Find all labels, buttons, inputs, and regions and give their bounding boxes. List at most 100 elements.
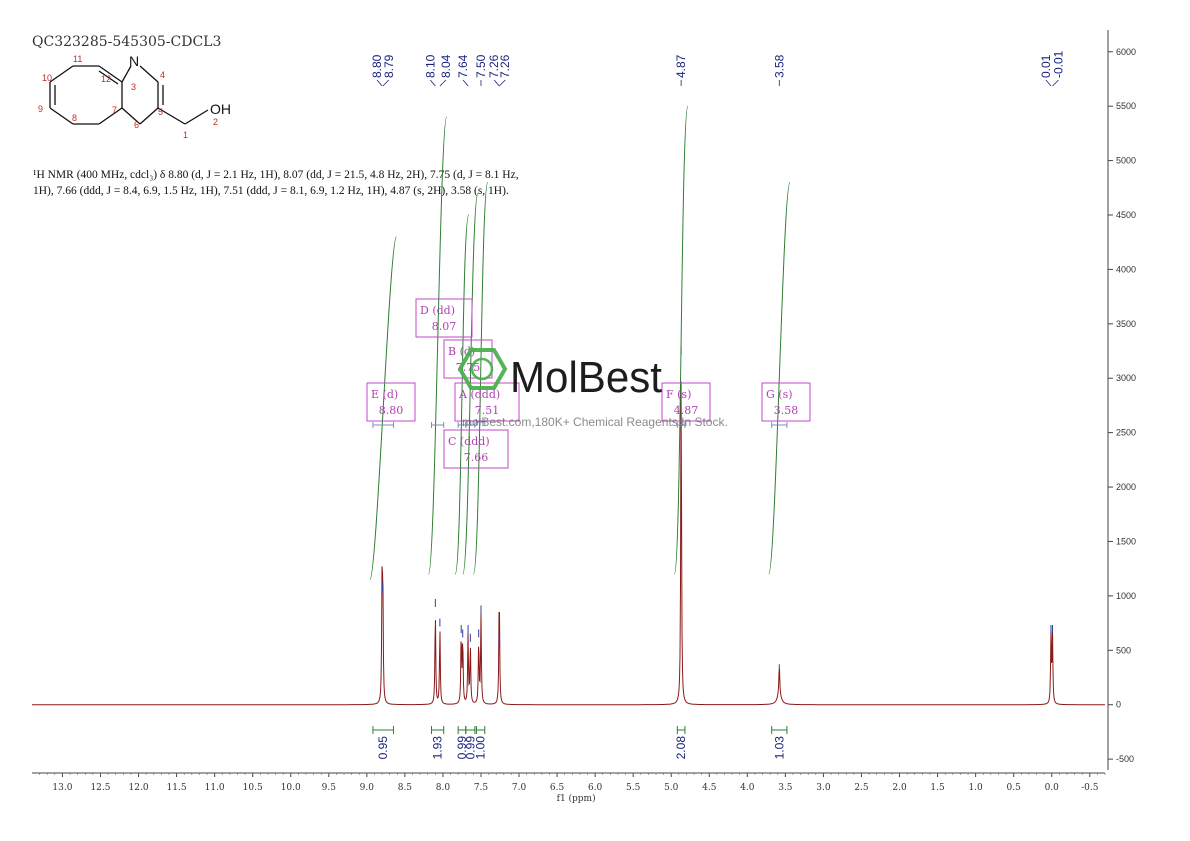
- x-tick-label: 5.0: [664, 783, 679, 793]
- peak-label-leader: [439, 79, 447, 87]
- bond: [157, 107, 186, 125]
- watermark-brand: MolBest: [510, 353, 662, 402]
- x-tick-label: 0.0: [1045, 783, 1060, 793]
- atom-number: 10: [42, 73, 52, 83]
- atom-number: 6: [134, 120, 139, 130]
- peak-label: 8.04: [439, 54, 453, 78]
- y-tick-label: 5000: [1116, 156, 1136, 166]
- peak-label-leader: [430, 79, 436, 87]
- integral-value: 0.99: [455, 736, 469, 760]
- multiplet-box: [443, 429, 509, 469]
- integral-value: 0.95: [376, 736, 390, 760]
- integral-value: 2.08: [674, 736, 688, 760]
- x-tick-label: 12.0: [129, 783, 149, 793]
- watermark-hexagon-icon: [457, 348, 508, 390]
- x-tick-label: 5.5: [626, 783, 641, 793]
- spectrum-line: [32, 381, 1105, 706]
- watermark-tagline: molBest.com,180K+ Chemical Reagents In S…: [462, 415, 728, 429]
- x-tick-label: 11.5: [167, 783, 187, 793]
- integral-curve: [369, 236, 397, 581]
- y-tick-label: 2500: [1116, 428, 1136, 438]
- x-axis-label: f1 (ppm): [557, 793, 596, 804]
- x-tick-label: 3.5: [778, 783, 793, 793]
- bond: [98, 107, 123, 125]
- x-tick-label: 2.5: [854, 783, 869, 793]
- atom-number: 8: [72, 113, 77, 123]
- atom-hydroxyl: OH: [210, 101, 231, 117]
- peak-label: 7.64: [456, 54, 470, 78]
- multiplet-shift: 8.07: [432, 320, 457, 333]
- multiplet-name: C (ddd): [448, 435, 490, 448]
- spectrum-trace: [32, 346, 1105, 706]
- chart-axes: 13.0 12.5 12.0 11.5 11.0 10.5 10.0 9.5 9.0 8.5 8.0…: [32, 30, 1136, 804]
- y-tick-label: 2000: [1116, 482, 1136, 492]
- integral-value: 1.93: [431, 736, 445, 760]
- atom-number: 2: [213, 117, 218, 127]
- x-tick-label: 10.0: [281, 783, 301, 793]
- multiplet-box: [443, 339, 493, 379]
- x-tick-label: 1.0: [968, 783, 983, 793]
- multiplet-name: F (s): [666, 388, 691, 401]
- bond: [49, 65, 74, 83]
- watermark: MolBest molBest.com,180K+ Chemical Reage…: [457, 348, 728, 429]
- watermark-ring-icon: [470, 357, 494, 381]
- multiplet-name: D (dd): [420, 304, 455, 317]
- x-tick-label: 3.0: [816, 783, 831, 793]
- bond: [98, 70, 119, 85]
- peak-label: 3.58: [772, 54, 786, 78]
- y-tick-label: 1500: [1116, 536, 1136, 546]
- peak-label-leader: [382, 79, 390, 87]
- multiplet-box: [661, 382, 711, 422]
- bond: [139, 107, 159, 125]
- multiplet-name: G (s): [766, 388, 793, 401]
- y-tick-label: 1000: [1116, 591, 1136, 601]
- nmr-summary-line-1: ¹H NMR (400 MHz, cdcl₃) δ 8.80 (d, J = 2…: [33, 169, 519, 181]
- x-tick-label: 8.0: [436, 783, 451, 793]
- peak-label: 8.80: [370, 54, 384, 78]
- x-tick-label: 11.0: [205, 783, 225, 793]
- atom-number: 3: [131, 82, 136, 92]
- peak-label: 7.50: [474, 54, 488, 78]
- peak-label: 7.26: [487, 54, 501, 78]
- bond: [121, 65, 132, 83]
- multiplet-name: E (d): [371, 388, 398, 401]
- bond: [139, 65, 159, 83]
- x-tick-label: 6.5: [550, 783, 565, 793]
- peak-label: 4.87: [674, 54, 688, 78]
- integral-layer: 0.95 1.93 0.990.991.00 2.08 1.03: [369, 105, 791, 760]
- sample-id: QC323285-545305-CDCL3: [32, 34, 221, 50]
- atom-number: 9: [38, 104, 43, 114]
- multiplet-box: [366, 382, 416, 422]
- y-tick-label: 3500: [1116, 319, 1136, 329]
- nmr-summary-line-2: 1H), 7.66 (ddd, J = 8.4, 6.9, 1.5 Hz, 1H…: [33, 185, 509, 197]
- peak-label: 8.10: [423, 54, 437, 78]
- x-tick-label: 2.0: [892, 783, 907, 793]
- bond: [98, 65, 123, 83]
- x-tick-label: 4.5: [702, 783, 717, 793]
- peak-label-leader: [1052, 79, 1059, 87]
- x-tick-label: 6.0: [588, 783, 603, 793]
- y-tick-label: 3000: [1116, 373, 1136, 383]
- multiplet-shift: 7.51: [475, 404, 500, 417]
- x-tick-label: -0.5: [1081, 783, 1099, 793]
- x-tick-label: 9.5: [322, 783, 337, 793]
- integral-value: 0.99: [463, 736, 477, 760]
- bond: [121, 107, 141, 125]
- x-tick-label: 12.5: [90, 783, 110, 793]
- peak-label-leader: [498, 79, 506, 87]
- atom-number: 11: [73, 54, 82, 64]
- integral-curve: [454, 214, 470, 575]
- atom-number: 5: [158, 107, 163, 117]
- multiplet-layer: E (d)8.80D (dd)8.07B (d)7.75A (ddd)7.51C…: [366, 298, 811, 469]
- peak-label-leader: [493, 79, 500, 87]
- x-tick-label: 13.0: [52, 783, 72, 793]
- multiplet-shift: 7.66: [464, 451, 489, 464]
- x-tick-label: 8.5: [398, 783, 413, 793]
- atom-number: 12: [101, 74, 111, 84]
- peak-label: 0.01: [1039, 54, 1053, 78]
- y-tick-label: 500: [1116, 645, 1131, 655]
- x-tick-label: 0.5: [1007, 783, 1022, 793]
- atom-number: 1: [183, 130, 188, 140]
- multiplet-box: [454, 382, 520, 422]
